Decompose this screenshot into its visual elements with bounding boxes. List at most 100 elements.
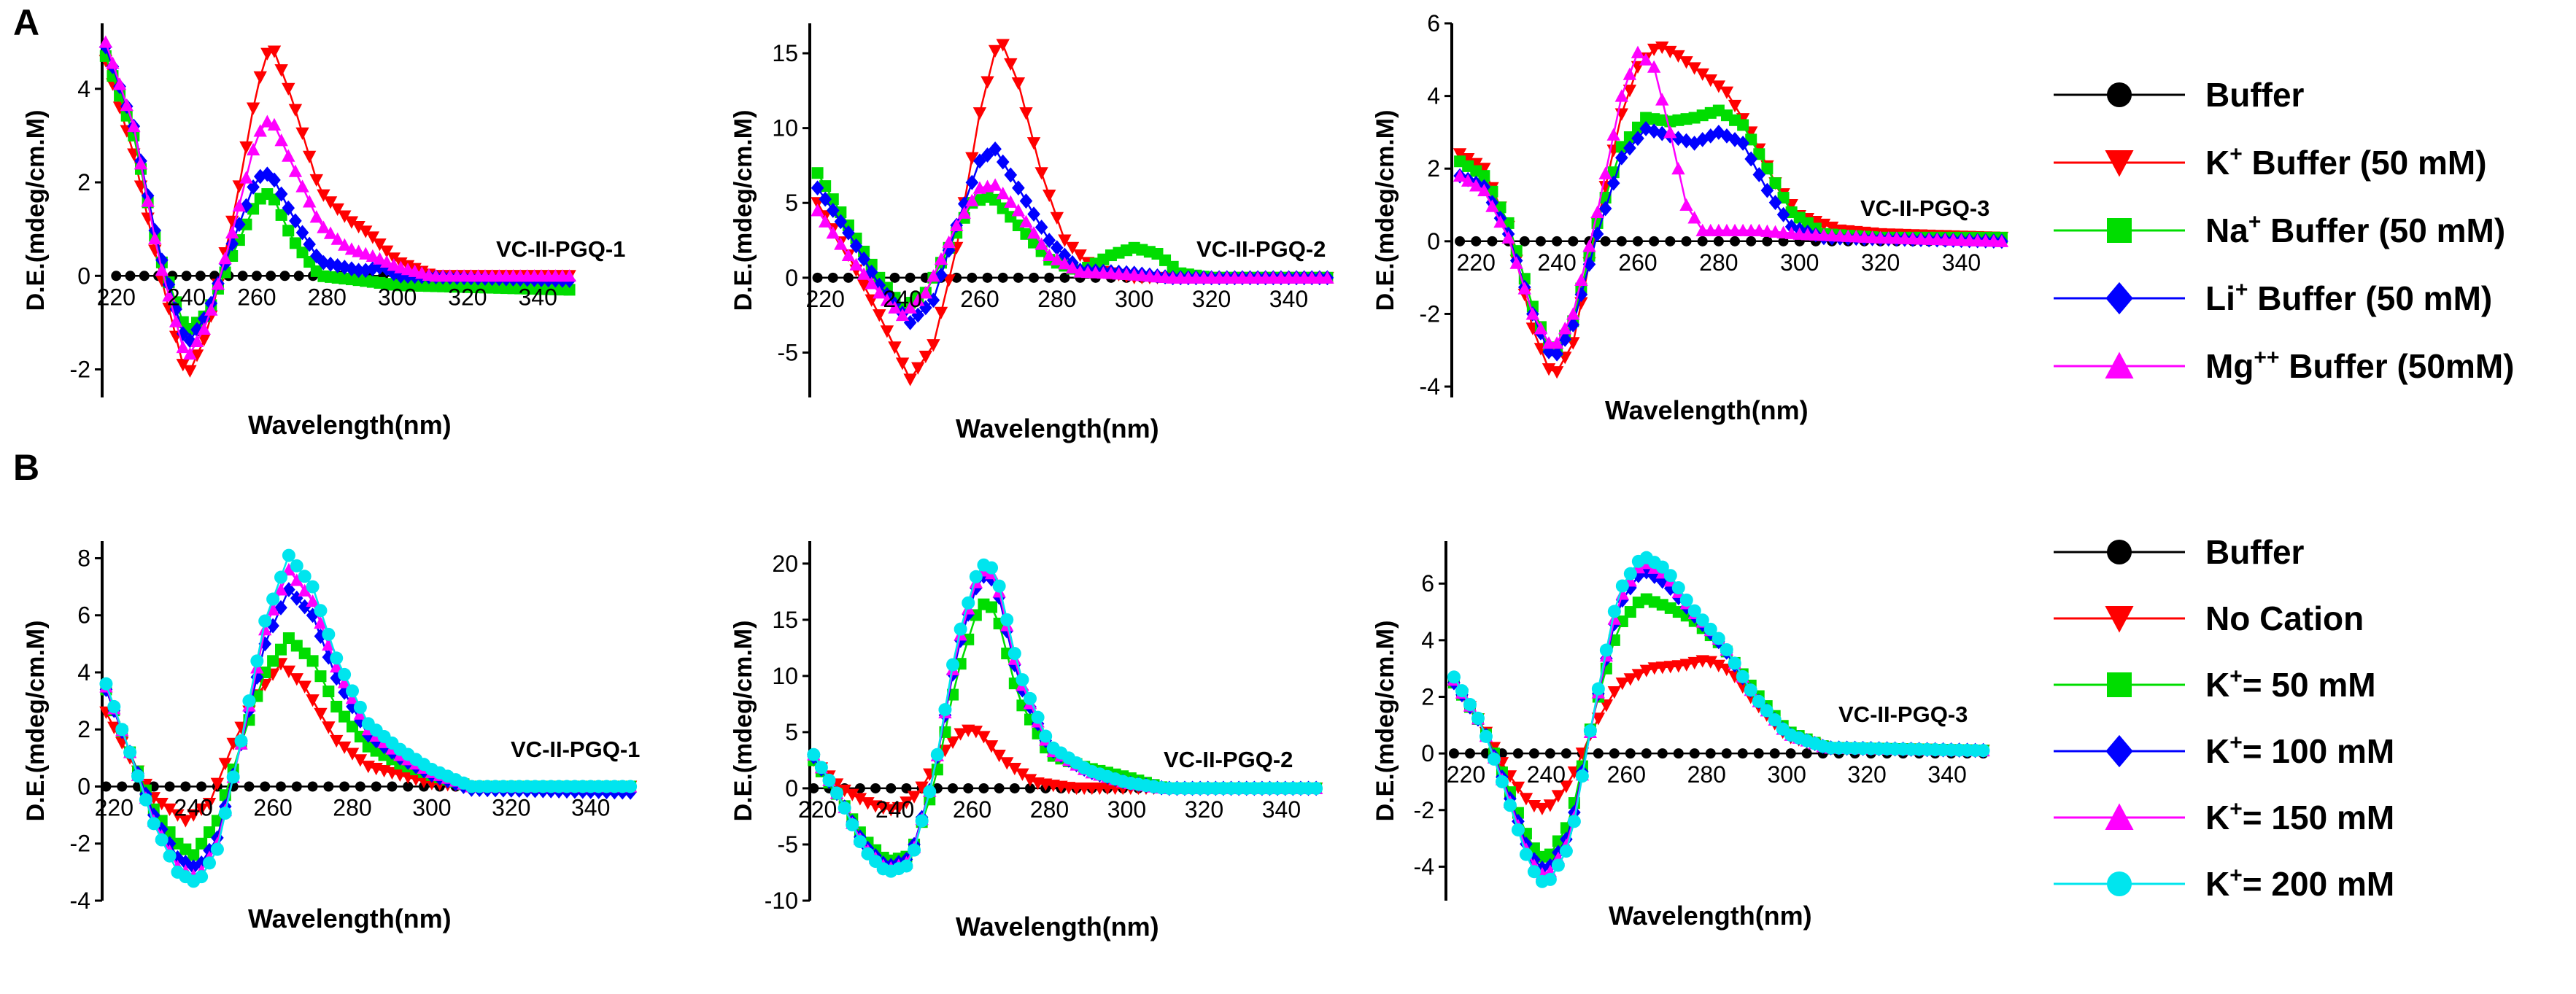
data-point (1560, 748, 1571, 759)
data-point (1728, 656, 1741, 670)
legend-label: Li+ Buffer (50 mM) (2205, 278, 2492, 317)
data-point (1019, 193, 1033, 209)
data-point (834, 237, 848, 250)
data-point (275, 209, 287, 221)
panel-letter-b: B (13, 447, 40, 488)
data-point (1615, 141, 1628, 153)
data-point (1761, 163, 1774, 175)
y-tick-label: 15 (772, 40, 798, 66)
data-point (288, 104, 303, 117)
data-point (179, 815, 193, 828)
legend-entry: No Cation (2054, 599, 2364, 637)
data-point (1631, 131, 1644, 147)
x-tick-label: 340 (1927, 761, 1966, 788)
data-point (1598, 201, 1612, 217)
data-point (274, 570, 287, 584)
data-point (1567, 815, 1581, 828)
data-point (1616, 236, 1627, 246)
data-point (927, 339, 940, 352)
data-point (1535, 802, 1550, 816)
data-point (1043, 233, 1056, 248)
data-point (1528, 748, 1539, 759)
data-point (996, 39, 1010, 52)
y-tick-label: 2 (1427, 155, 1440, 182)
x-tick-label: 260 (1607, 761, 1646, 788)
data-point (895, 308, 910, 322)
data-point (303, 256, 316, 268)
data-point (888, 341, 902, 354)
data-point (317, 189, 330, 202)
data-point (345, 261, 358, 277)
data-point (1043, 248, 1056, 262)
data-point (827, 272, 838, 283)
data-point (1623, 673, 1638, 686)
panel-letter-a: A (13, 2, 40, 43)
data-point (1575, 769, 1589, 783)
data-point (1663, 581, 1677, 597)
data-point (1463, 698, 1477, 712)
data-point (274, 583, 288, 596)
data-point (147, 817, 160, 831)
data-point (900, 796, 913, 809)
data-point (279, 271, 290, 281)
data-point (352, 263, 365, 279)
data-point (260, 114, 274, 128)
data-point (907, 791, 921, 804)
data-point (155, 263, 169, 276)
data-point (1752, 223, 1766, 236)
data-point (180, 781, 191, 792)
data-point (838, 801, 851, 815)
x-axis-title: Wavelength(nm) (1609, 901, 1812, 931)
data-point (115, 723, 129, 737)
data-point (123, 745, 137, 759)
data-point (949, 218, 964, 232)
data-point (1582, 239, 1596, 252)
y-tick-label: 20 (772, 551, 798, 577)
data-point (323, 226, 338, 239)
data-point (826, 226, 840, 239)
legend-label: K+= 50 mM (2205, 664, 2376, 704)
data-point (1615, 150, 1628, 166)
x-tick-label: 240 (883, 286, 921, 312)
data-point (302, 195, 317, 208)
y-tick-label: 8 (77, 545, 90, 571)
legend-entry: K+= 50 mM (2054, 664, 2376, 704)
data-point (346, 684, 359, 698)
data-point (1065, 241, 1080, 255)
data-point (225, 225, 239, 238)
data-point (1776, 225, 1790, 238)
data-point (211, 277, 225, 290)
data-point (1744, 151, 1758, 167)
data-point (938, 703, 952, 717)
data-point (258, 614, 272, 628)
data-point (849, 238, 863, 254)
data-point (1607, 605, 1621, 618)
data-point (988, 178, 1002, 191)
data-point (1007, 762, 1022, 776)
x-tick-label: 260 (953, 796, 991, 823)
plot-annotation: VC-II-PGQ-2 (1164, 747, 1293, 772)
data-point (1623, 567, 1637, 581)
x-tick-label: 260 (253, 794, 292, 820)
x-tick-label: 320 (448, 284, 487, 310)
data-point (1663, 661, 1677, 674)
data-point (246, 142, 260, 156)
data-point (1746, 236, 1757, 246)
data-point (282, 82, 295, 96)
data-point (295, 179, 309, 193)
data-point (1447, 670, 1461, 684)
data-point (1752, 694, 1765, 708)
data-point (190, 334, 204, 348)
data-point (306, 655, 319, 667)
data-point (1703, 656, 1717, 669)
data-point (1568, 236, 1579, 246)
data-point (1671, 581, 1685, 595)
data-point (834, 214, 848, 230)
data-point (857, 251, 870, 267)
data-point (1574, 273, 1588, 286)
data-point (1599, 643, 1613, 657)
data-point (1777, 192, 1790, 204)
data-point (276, 781, 286, 792)
data-point (1730, 236, 1741, 246)
data-point (849, 257, 863, 271)
